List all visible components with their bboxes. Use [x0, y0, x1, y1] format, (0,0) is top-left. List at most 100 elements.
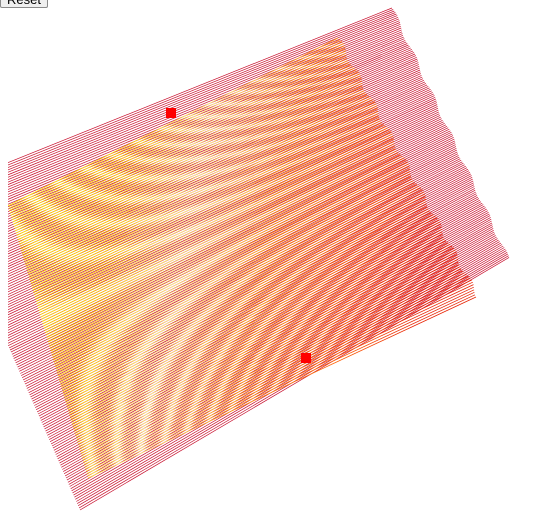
front-mesh-line [42, 150, 397, 325]
back-mesh-line [8, 90, 432, 288]
back-mesh-line [46, 198, 480, 434]
front-mesh-line [82, 277, 471, 461]
front-mesh-line [56, 193, 426, 372]
front-mesh-line [8, 39, 341, 209]
front-mesh-line [9, 43, 344, 214]
front-mesh-line [59, 206, 428, 384]
front-mesh-line [20, 77, 362, 250]
front-mesh-line [9, 41, 343, 211]
front-mesh-line [29, 105, 378, 279]
front-mesh-line [31, 113, 379, 286]
front-mesh-line [10, 45, 345, 216]
back-mesh-line [18, 147, 457, 370]
front-mesh-line [78, 266, 460, 447]
back-mesh-line [75, 248, 506, 500]
front-mesh-line [12, 52, 347, 223]
back-mesh-line [73, 245, 504, 496]
back-mesh-line [60, 222, 493, 466]
front-mesh-line [80, 272, 465, 454]
front-mesh-line [75, 254, 458, 436]
front-mesh-line [53, 184, 417, 361]
front-mesh-line [26, 97, 372, 270]
front-mesh-line [69, 236, 444, 415]
front-mesh-line [38, 135, 394, 311]
front-mesh-line [65, 221, 441, 402]
front-mesh-line [11, 50, 346, 220]
back-mesh-line [8, 116, 441, 326]
front-mesh-line [54, 187, 422, 366]
front-mesh-line [45, 159, 407, 336]
back-mesh-line [11, 135, 454, 355]
back-mesh-line [65, 233, 496, 479]
front-mesh-line [14, 60, 348, 230]
front-mesh-line [21, 80, 362, 252]
back-mesh-line [8, 104, 438, 308]
front-mesh-line [18, 71, 359, 243]
back-mesh-line [8, 13, 397, 173]
front-mesh-line [87, 294, 476, 477]
back-mesh-line [8, 65, 420, 250]
front-mesh-line [73, 247, 455, 429]
control-handle-top[interactable] [166, 108, 176, 118]
back-mesh-line [8, 25, 401, 190]
front-mesh-line [75, 256, 458, 438]
front-mesh-line [41, 145, 395, 320]
front-mesh-line [59, 203, 427, 381]
front-mesh-line [57, 198, 427, 377]
front-mesh-line [85, 286, 474, 470]
front-mesh-line [61, 210, 430, 388]
front-mesh-line [63, 215, 436, 395]
control-handle-bottom[interactable] [301, 353, 311, 363]
back-mesh-line [8, 9, 394, 166]
front-mesh-line [57, 196, 426, 375]
back-mesh-line [8, 31, 403, 198]
back-mesh-line [8, 67, 420, 252]
front-mesh-line [25, 95, 370, 268]
back-mesh-line [31, 170, 470, 400]
back-mesh-line [74, 247, 505, 498]
front-mesh-line [43, 154, 401, 329]
front-mesh-line [79, 268, 462, 449]
back-mesh-line [62, 226, 493, 470]
front-mesh-line [66, 226, 442, 406]
back-mesh-line [53, 210, 488, 451]
front-mesh-line [81, 273, 467, 456]
front-mesh-line [76, 259, 459, 440]
front-mesh-line [83, 279, 472, 463]
front-mesh-line [39, 140, 395, 316]
front-mesh-line [32, 118, 380, 291]
front-mesh-line [31, 115, 379, 288]
front-mesh-line [43, 152, 399, 327]
back-mesh-line [8, 52, 415, 230]
front-mesh-line [23, 87, 364, 259]
back-mesh-line [8, 7, 393, 163]
front-mesh-line [51, 180, 414, 356]
back-mesh-line [8, 56, 417, 237]
back-mesh-line [8, 50, 414, 227]
back-mesh-line [8, 130, 451, 349]
back-mesh-line [22, 156, 460, 381]
back-mesh-line [38, 184, 475, 417]
front-mesh-line [13, 55, 347, 225]
back-mesh-line [8, 106, 438, 311]
back-mesh-line [8, 109, 439, 316]
front-mesh-line [67, 228, 443, 409]
front-mesh-line [35, 127, 388, 302]
reset-button[interactable]: Reset [0, 0, 48, 8]
front-mesh-line [21, 82, 363, 254]
front-mesh-line [35, 125, 386, 300]
front-mesh-line [39, 138, 394, 313]
front-mesh-line [72, 245, 453, 427]
back-mesh-line [44, 195, 478, 430]
front-mesh-line [13, 57, 347, 227]
back-mesh-line [79, 257, 510, 511]
front-mesh-line [29, 108, 378, 282]
front-mesh-line [69, 238, 445, 418]
front-mesh-line [51, 178, 412, 354]
front-mesh-line [15, 62, 350, 232]
back-mesh-line [8, 29, 402, 195]
front-mesh-line [36, 129, 390, 304]
front-mesh-line [17, 67, 355, 239]
front-mesh-line [53, 185, 420, 363]
